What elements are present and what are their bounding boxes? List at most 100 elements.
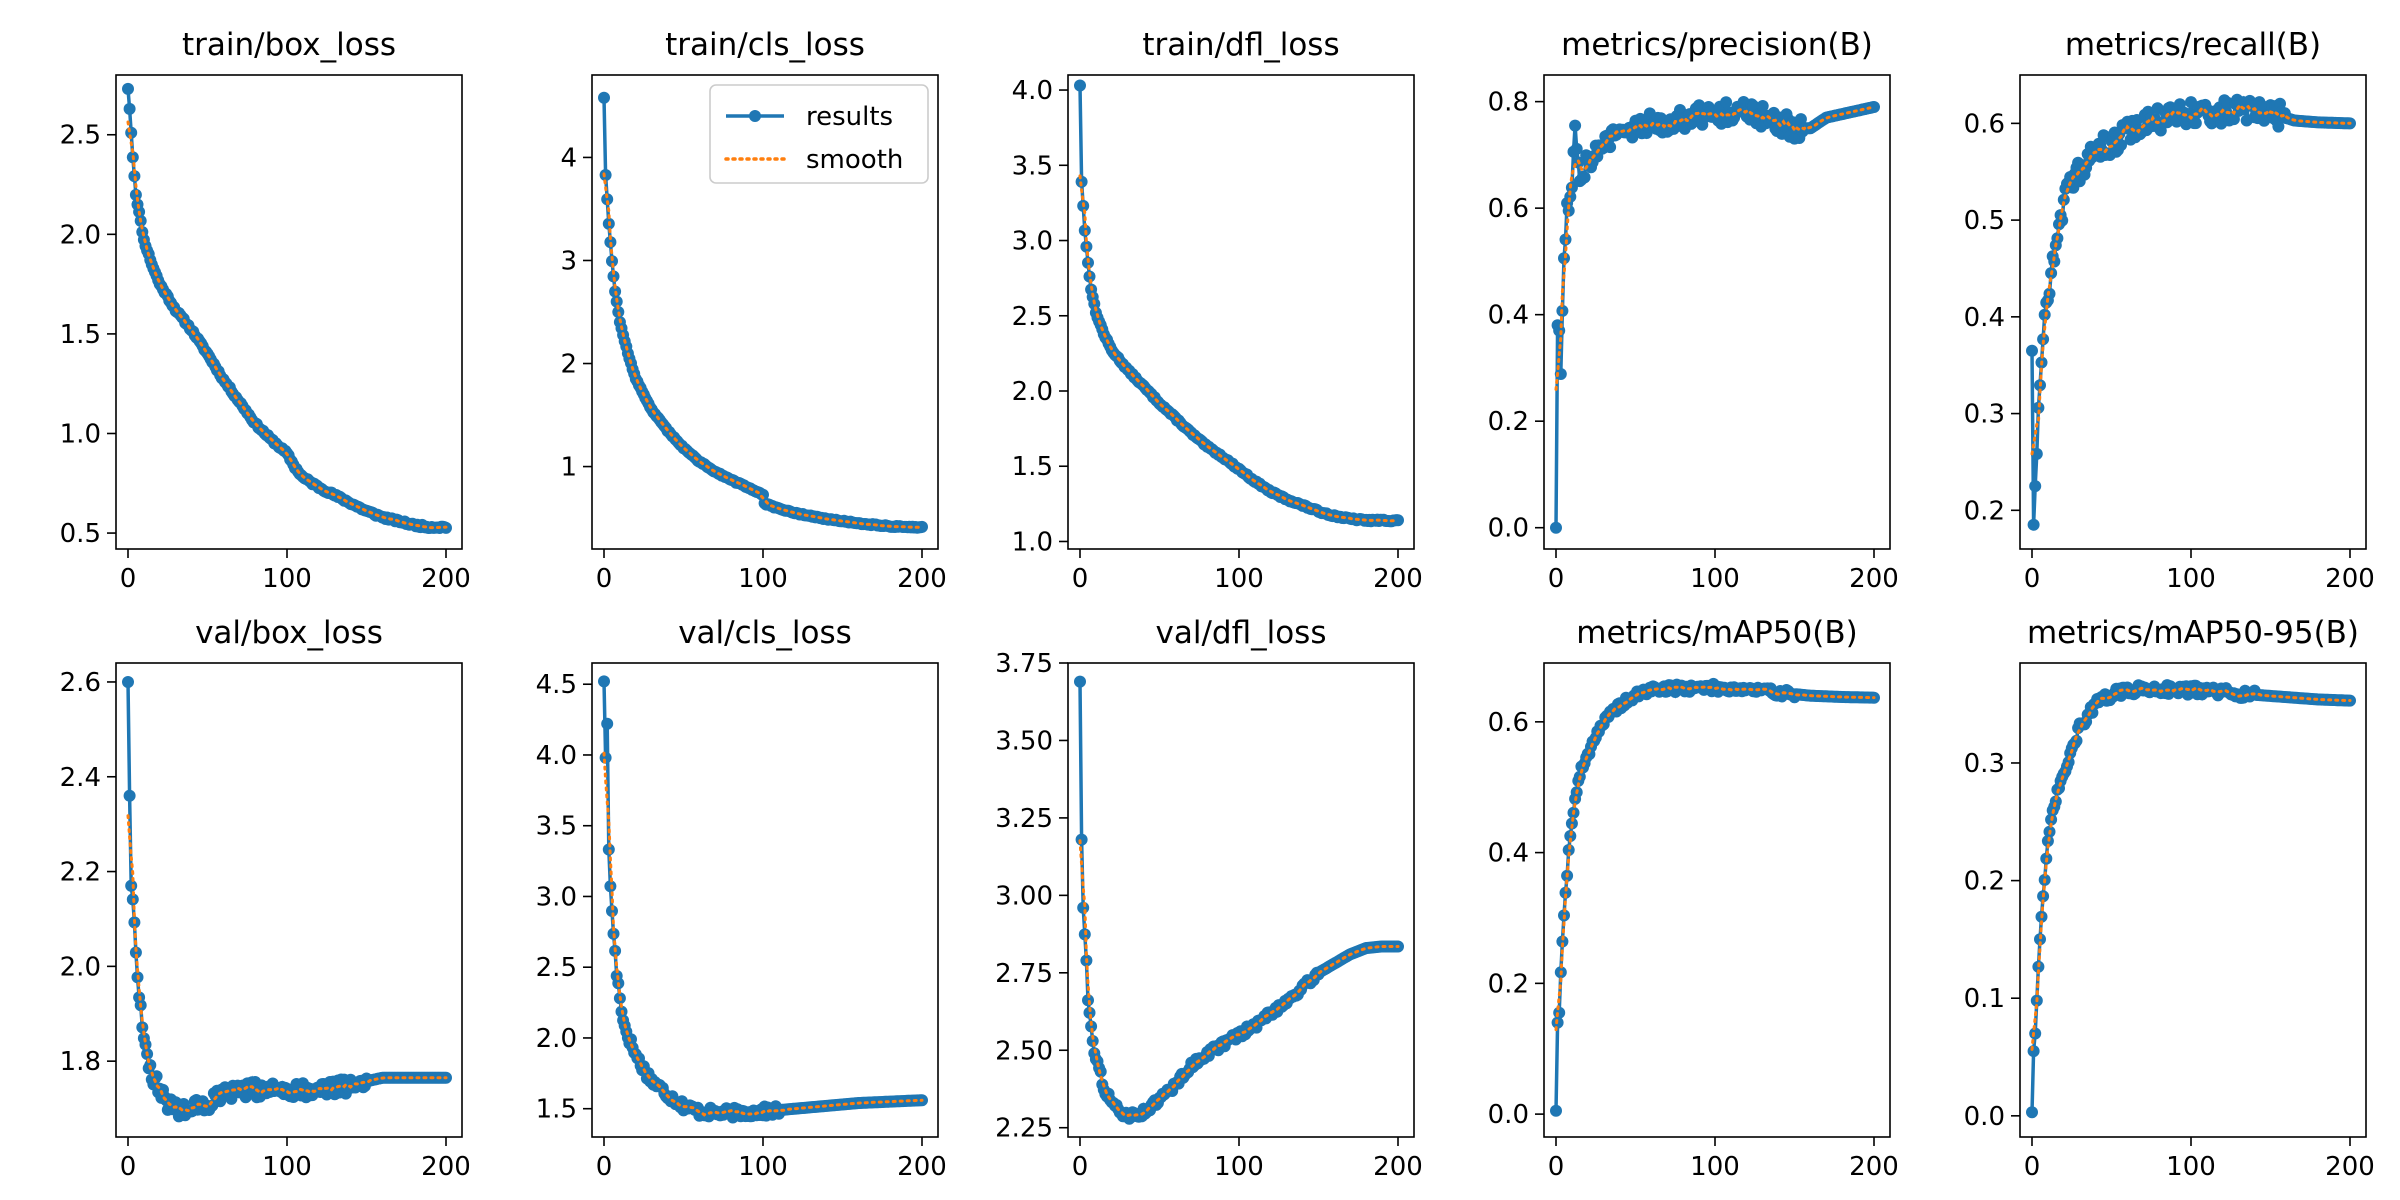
x-tick-label: 100 — [2166, 1152, 2216, 1182]
panel-metrics-map50-b: metrics/mAP50(B) 0 100 200 0.0 0.2 0.4 0.6 — [1488, 615, 1899, 1182]
smooth-line — [602, 172, 924, 529]
y-tick-label: 0.4 — [1964, 303, 2005, 333]
results-point — [1569, 119, 1582, 132]
y-tick-label: 2.50 — [995, 1036, 1053, 1066]
y-tick-label: 1.5 — [1012, 452, 1053, 482]
x-tick-label: 200 — [421, 564, 471, 594]
smooth-line — [1078, 839, 1400, 1118]
y-tick-label: 2.0 — [536, 1024, 577, 1054]
results-point — [1570, 142, 1583, 155]
results-point — [1556, 935, 1569, 948]
y-tick-label: 2.0 — [1012, 377, 1053, 407]
panel-train-cls-loss: train/cls_loss 0 100 200 1 2 3 4 results smooth — [560, 27, 946, 594]
results-point — [2026, 1106, 2038, 1119]
results-line — [1554, 100, 1875, 528]
results-point — [1082, 994, 1094, 1007]
y-tick-label: 2.4 — [60, 763, 101, 793]
x-tick-label: 200 — [897, 564, 947, 594]
results-point — [2032, 401, 2045, 414]
panel-title: metrics/mAP50(B) — [1576, 615, 1857, 651]
panel-val-dfl-loss: val/dfl_loss 0 100 200 2.25 2.50 2.75 3.00 3.25 3… — [995, 615, 1423, 1182]
panel-train-dfl-loss: train/dfl_loss 0 100 200 1.0 1.5 2.0 2.5 3.0 3.5 4… — [1012, 27, 1423, 594]
y-tick-label: 4.5 — [536, 670, 577, 700]
legend-results-label: results — [806, 102, 893, 132]
results-point — [1578, 171, 1591, 184]
x-tick-label: 0 — [1072, 1152, 1089, 1182]
panel-metrics-recall-b: metrics/recall(B) 0 100 200 0.2 0.3 0.4 0.5 0.6 — [1964, 27, 2375, 594]
results-point — [1075, 833, 1088, 846]
y-tick-label: 0.2 — [1488, 407, 1529, 437]
y-tick-label: 2.25 — [995, 1114, 1053, 1144]
y-tick-label: 2 — [560, 350, 577, 380]
results-point — [128, 170, 141, 183]
results-point — [1794, 113, 1807, 126]
x-tick-label: 100 — [262, 564, 312, 594]
x-tick-label: 200 — [421, 1152, 471, 1182]
results-point — [2030, 447, 2043, 460]
results-point — [1550, 1104, 1562, 1117]
y-tick-label: 0.6 — [1488, 194, 1529, 224]
panel-title: val/box_loss — [195, 615, 383, 651]
results-point — [1565, 817, 1578, 830]
y-tick-label: 2.2 — [60, 858, 101, 888]
y-tick-label: 1.0 — [1012, 527, 1053, 557]
results-point — [1559, 233, 1572, 246]
y-tick-label: 0.3 — [1964, 400, 2005, 430]
smooth-line — [126, 120, 448, 530]
results-point — [1559, 886, 1572, 899]
x-tick-label: 100 — [1214, 1152, 1264, 1182]
results-point — [2027, 1045, 2040, 1058]
smooth-line — [1554, 106, 1876, 391]
results-point — [916, 520, 928, 533]
y-tick-label: 3.5 — [1012, 151, 1053, 181]
panel-title: metrics/precision(B) — [1561, 27, 1873, 63]
panel-metrics-map50-95-b: metrics/mAP50-95(B) 0 100 200 0.0 0.1 0.2 0.3 — [1964, 615, 2375, 1182]
results-point — [1562, 844, 1575, 856]
panel-val-cls-loss: val/cls_loss 0 100 200 1.5 2.0 2.5 3.0 3.5 4.0 4.5 — [536, 615, 947, 1182]
x-tick-label: 0 — [120, 1152, 137, 1182]
y-tick-label: 4.0 — [1012, 76, 1053, 106]
y-tick-label: 0.2 — [1964, 867, 2005, 897]
results-point — [2272, 120, 2285, 133]
x-tick-label: 200 — [2325, 1152, 2375, 1182]
y-tick-label: 3.0 — [536, 882, 577, 912]
y-tick-label: 0.0 — [1488, 514, 1529, 544]
results-point — [2027, 518, 2040, 531]
results-point — [1562, 204, 1575, 217]
results-point — [122, 676, 134, 688]
y-tick-label: 2.0 — [60, 952, 101, 982]
panel-title: train/dfl_loss — [1142, 27, 1339, 63]
results-point — [2049, 795, 2062, 808]
x-tick-label: 200 — [1373, 1152, 1423, 1182]
x-tick-label: 200 — [897, 1152, 947, 1182]
results-point — [1550, 521, 1562, 534]
x-tick-label: 0 — [596, 564, 613, 594]
results-point — [123, 102, 136, 115]
results-line — [1078, 681, 1398, 1122]
x-tick-label: 200 — [2325, 564, 2375, 594]
y-tick-label: 0.5 — [60, 519, 101, 549]
results-point — [1074, 79, 1086, 92]
y-tick-label: 0.3 — [1964, 749, 2005, 779]
x-tick-label: 100 — [738, 1152, 788, 1182]
y-tick-label: 0.0 — [1488, 1100, 1529, 1130]
x-tick-label: 200 — [1849, 1152, 1899, 1182]
results-point — [2115, 139, 2127, 152]
results-point — [601, 193, 614, 206]
y-tick-label: 1 — [560, 453, 577, 483]
y-tick-label: 0.4 — [1488, 839, 1529, 869]
y-tick-label: 3.00 — [995, 881, 1053, 911]
results-point — [1747, 99, 1760, 112]
results-point — [601, 717, 614, 730]
x-tick-label: 0 — [120, 564, 137, 594]
results-point — [2057, 193, 2070, 206]
panel-frame — [591, 74, 939, 550]
results-point — [598, 675, 610, 688]
results-point — [1564, 190, 1577, 203]
smooth-line — [2030, 102, 2352, 456]
results-point — [1392, 514, 1404, 527]
x-tick-label: 100 — [262, 1152, 312, 1182]
legend: results smooth — [709, 84, 929, 184]
panel-title: metrics/mAP50-95(B) — [2027, 615, 2359, 651]
